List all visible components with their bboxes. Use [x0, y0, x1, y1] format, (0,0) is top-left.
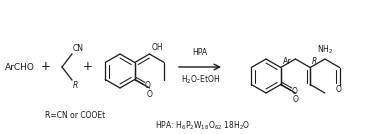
Text: O: O — [291, 87, 297, 96]
Text: H$_2$O-EtOH: H$_2$O-EtOH — [180, 74, 220, 87]
Text: +: + — [41, 60, 51, 74]
Text: HPA: H$_6$P$_2$W$_{18}$O$_{62}$ 18H$_2$O: HPA: H$_6$P$_2$W$_{18}$O$_{62}$ 18H$_2$O — [155, 120, 250, 132]
Text: CN: CN — [73, 44, 84, 53]
Text: R=CN or COOEt: R=CN or COOEt — [45, 111, 105, 120]
Text: R: R — [73, 81, 78, 90]
Text: NH$_2$: NH$_2$ — [317, 44, 333, 56]
Text: O: O — [147, 90, 152, 99]
Text: ArCHO: ArCHO — [5, 62, 35, 72]
Text: HPA: HPA — [192, 48, 207, 57]
Text: +: + — [83, 60, 93, 74]
Text: O: O — [292, 95, 298, 104]
Text: OH: OH — [151, 43, 163, 52]
Text: Ar: Ar — [283, 57, 291, 66]
Text: O: O — [336, 85, 341, 94]
Text: O: O — [144, 81, 150, 90]
Text: R: R — [312, 57, 318, 66]
